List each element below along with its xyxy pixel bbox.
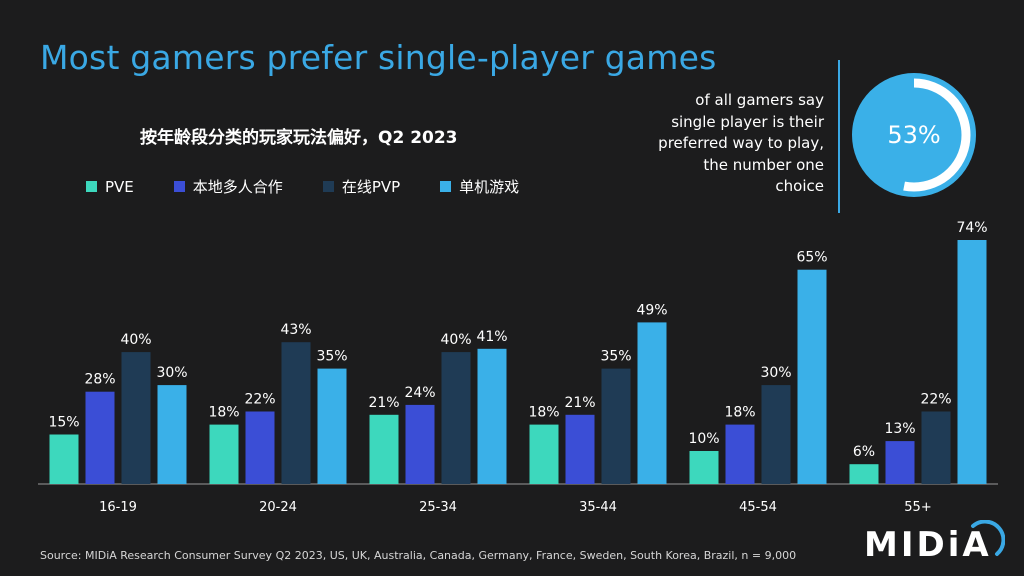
bar-value-label: 22% — [920, 392, 951, 408]
legend-item-local-coop: 本地多人合作 — [173, 176, 283, 197]
bar-value-label: 49% — [636, 302, 667, 318]
bar-55+-series-0 — [849, 464, 879, 484]
source-note: Source: MIDiA Research Consumer Survey Q… — [40, 549, 797, 562]
callout-divider — [838, 60, 840, 213]
legend-label-local-coop: 本地多人合作 — [192, 178, 283, 196]
bar-35-44-series-1 — [565, 414, 595, 484]
x-tick-label: 45-54 — [739, 500, 777, 515]
legend-swatch-pve — [86, 181, 97, 192]
bar-20-24-series-2 — [281, 342, 311, 484]
bar-45-54-series-0 — [689, 451, 719, 484]
legend-swatch-local-coop — [173, 181, 185, 192]
x-tick-label: 16-19 — [99, 500, 137, 515]
callout-line-4: the number one — [703, 155, 824, 174]
bar-value-label: 6% — [853, 444, 875, 460]
bar-45-54-series-1 — [725, 424, 755, 484]
x-tick-label: 35-44 — [579, 500, 617, 515]
bar-value-label: 35% — [316, 349, 347, 365]
page-title: Most gamers prefer single-player games — [40, 38, 717, 77]
bar-value-label: 30% — [156, 365, 187, 381]
bar-16-19-series-2 — [121, 352, 151, 484]
bar-value-label: 21% — [564, 395, 595, 411]
bar-45-54-series-3 — [797, 269, 827, 484]
bar-value-label: 65% — [796, 250, 827, 266]
bar-value-label: 40% — [120, 332, 151, 348]
bar-45-54-series-2 — [761, 385, 791, 484]
bar-value-label: 18% — [724, 405, 755, 421]
bar-16-19-series-3 — [157, 385, 187, 484]
legend-label-online-pvp: 在线PVP — [341, 178, 401, 196]
legend-swatch-single-player — [440, 181, 452, 192]
bar-value-label: 41% — [476, 329, 507, 345]
legend-label-pve: PVE — [105, 177, 134, 196]
bar-55+-series-2 — [921, 411, 951, 484]
bar-55+-series-1 — [885, 441, 915, 484]
bar-16-19-series-1 — [85, 391, 115, 484]
bar-35-44-series-2 — [601, 368, 631, 484]
chart-legend: PVE 本地多人合作 在线PVP 单机游戏 — [86, 176, 519, 197]
legend-item-online-pvp: 在线PVP — [322, 176, 401, 197]
bar-value-label: 18% — [208, 405, 239, 421]
legend-label-single-player: 单机游戏 — [459, 178, 520, 196]
bar-35-44-series-0 — [529, 424, 559, 484]
x-tick-labels-group: 16-19 20-24 25-34 35-44 45-54 55+ — [99, 500, 932, 515]
x-tick-label: 55+ — [904, 500, 931, 515]
bar-value-label: 30% — [760, 365, 791, 381]
bar-value-label: 74% — [956, 220, 987, 236]
bar-16-19-series-0 — [49, 434, 79, 484]
bar-value-label: 40% — [440, 332, 471, 348]
bar-value-label: 21% — [368, 395, 399, 411]
x-tick-label: 20-24 — [259, 500, 297, 515]
x-tick-label: 25-34 — [419, 500, 457, 515]
bar-20-24-series-3 — [317, 368, 347, 484]
share-donut: 53% — [852, 73, 976, 197]
bar-25-34-series-2 — [441, 352, 471, 484]
bar-value-label: 18% — [528, 405, 559, 421]
legend-item-single-player: 单机游戏 — [440, 176, 519, 197]
callout-line-2: single player is their — [671, 112, 824, 131]
bar-25-34-series-0 — [369, 414, 399, 484]
bar-value-label: 15% — [48, 415, 79, 431]
legend-swatch-online-pvp — [322, 181, 334, 192]
bar-value-label: 22% — [244, 392, 275, 408]
bar-value-label: 13% — [884, 421, 915, 437]
bar-20-24-series-0 — [209, 424, 239, 484]
callout-text: of all gamers say single player is their… — [634, 90, 824, 198]
bar-value-label: 35% — [600, 349, 631, 365]
bar-value-label: 24% — [404, 385, 435, 401]
bar-20-24-series-1 — [245, 411, 275, 484]
bar-25-34-series-1 — [405, 404, 435, 484]
bars-group — [49, 240, 987, 484]
donut-progress-ring — [857, 78, 971, 192]
chart-title: 按年龄段分类的玩家玩法偏好，Q2 2023 — [140, 128, 458, 148]
callout-line-1: of all gamers say — [695, 91, 824, 109]
bar-value-label: 43% — [280, 322, 311, 338]
callout-line-5: choice — [775, 177, 824, 195]
donut-value-label: 53% — [887, 121, 940, 149]
callout-line-3: preferred way to play, — [658, 134, 824, 152]
bar-25-34-series-3 — [477, 348, 507, 484]
bar-value-label: 10% — [688, 431, 719, 447]
logo-arc-icon — [971, 520, 1005, 556]
bar-55+-series-3 — [957, 240, 987, 484]
midia-logo: MIDiA — [864, 525, 992, 565]
value-labels-group: 15% 28% 40% 30% 18% 22% 43% 35% 21% 24% 40% 41% 18% 2… — [48, 220, 987, 460]
bar-35-44-series-3 — [637, 322, 667, 484]
donut-inner-disc — [868, 89, 960, 181]
legend-item-pve: PVE — [86, 176, 134, 197]
bar-value-label: 28% — [84, 372, 115, 388]
